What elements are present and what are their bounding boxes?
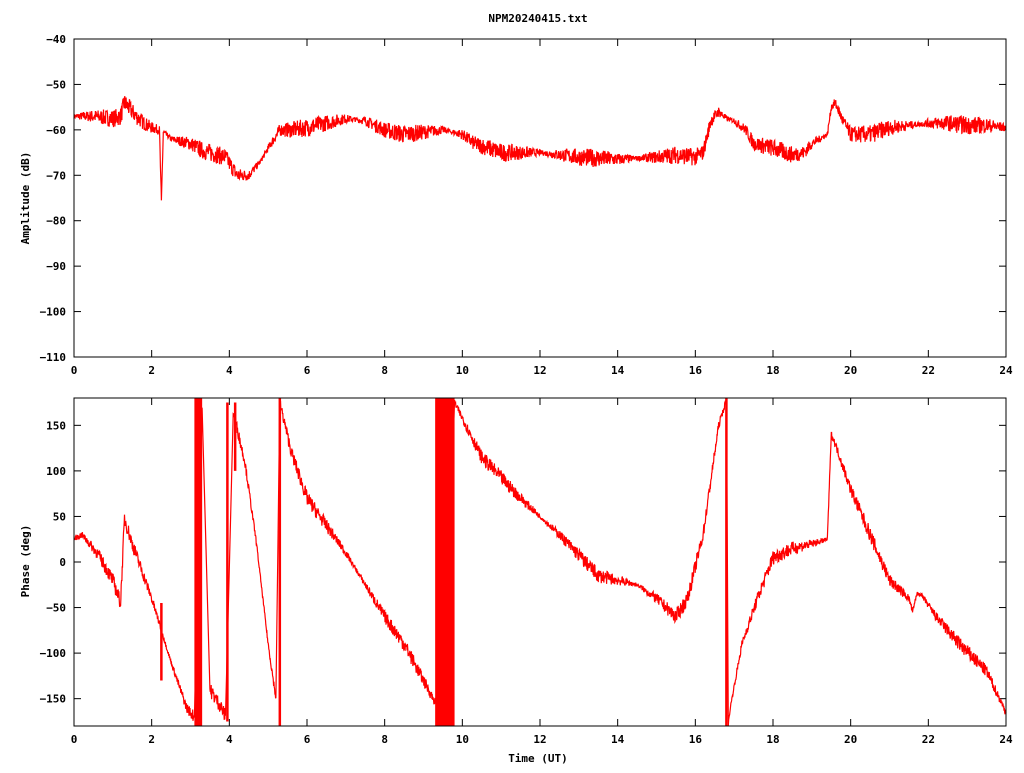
- x-tick-label: 18: [766, 733, 779, 746]
- x-tick-label: 2: [148, 364, 155, 377]
- x-tick-label: 20: [844, 364, 857, 377]
- x-tick-label: 0: [71, 733, 78, 746]
- y-tick-label: −50: [46, 602, 66, 615]
- chart-title: NPM20240415.txt: [488, 12, 587, 25]
- plot-frame: [73, 38, 1007, 358]
- x-tick-label: 10: [456, 364, 469, 377]
- x-tick-label: 4: [226, 733, 233, 746]
- y-tick-label: −80: [46, 215, 66, 228]
- y-tick-label: 0: [59, 556, 66, 569]
- x-tick-label: 4: [226, 364, 233, 377]
- x-tick-label: 8: [381, 733, 388, 746]
- series-line: [73, 398, 1007, 727]
- x-tick-label: 24: [999, 364, 1013, 377]
- x-tick-label: 6: [304, 733, 311, 746]
- phase-y-axis-label: Phase (deg): [19, 525, 32, 598]
- series-line: [73, 96, 1007, 201]
- x-tick-label: 14: [611, 364, 625, 377]
- y-tick-label: −100: [40, 647, 67, 660]
- x-tick-label: 2: [148, 733, 155, 746]
- y-tick-label: −90: [46, 260, 66, 273]
- x-tick-label: 12: [533, 364, 546, 377]
- x-tick-label: 8: [381, 364, 388, 377]
- y-tick-label: −100: [40, 306, 67, 319]
- plot-frame: [73, 397, 1007, 727]
- x-tick-label: 22: [922, 733, 935, 746]
- amplitude-y-axis-label: Amplitude (dB): [19, 152, 32, 245]
- x-tick-label: 12: [533, 733, 546, 746]
- x-tick-label: 14: [611, 733, 625, 746]
- y-tick-label: 150: [46, 419, 66, 432]
- phase-wrap-band: [435, 398, 455, 726]
- x-tick-label: 24: [999, 733, 1013, 746]
- x-tick-label: 6: [304, 364, 311, 377]
- phase-wrap-band: [194, 398, 203, 726]
- y-tick-label: 100: [46, 465, 66, 478]
- x-axis-label: Time (UT): [508, 752, 568, 765]
- x-tick-label: 20: [844, 733, 857, 746]
- y-tick-label: −110: [40, 351, 67, 364]
- y-tick-label: −70: [46, 169, 66, 182]
- y-tick-label: 50: [53, 510, 66, 523]
- y-tick-label: −150: [40, 693, 67, 706]
- y-tick-label: −60: [46, 124, 66, 137]
- x-tick-label: 16: [689, 364, 703, 377]
- x-tick-label: 10: [456, 733, 469, 746]
- x-tick-label: 16: [689, 733, 703, 746]
- x-tick-label: 0: [71, 364, 78, 377]
- x-tick-label: 22: [922, 364, 935, 377]
- x-tick-label: 18: [766, 364, 779, 377]
- y-tick-label: −50: [46, 78, 66, 91]
- y-tick-label: −40: [46, 33, 66, 46]
